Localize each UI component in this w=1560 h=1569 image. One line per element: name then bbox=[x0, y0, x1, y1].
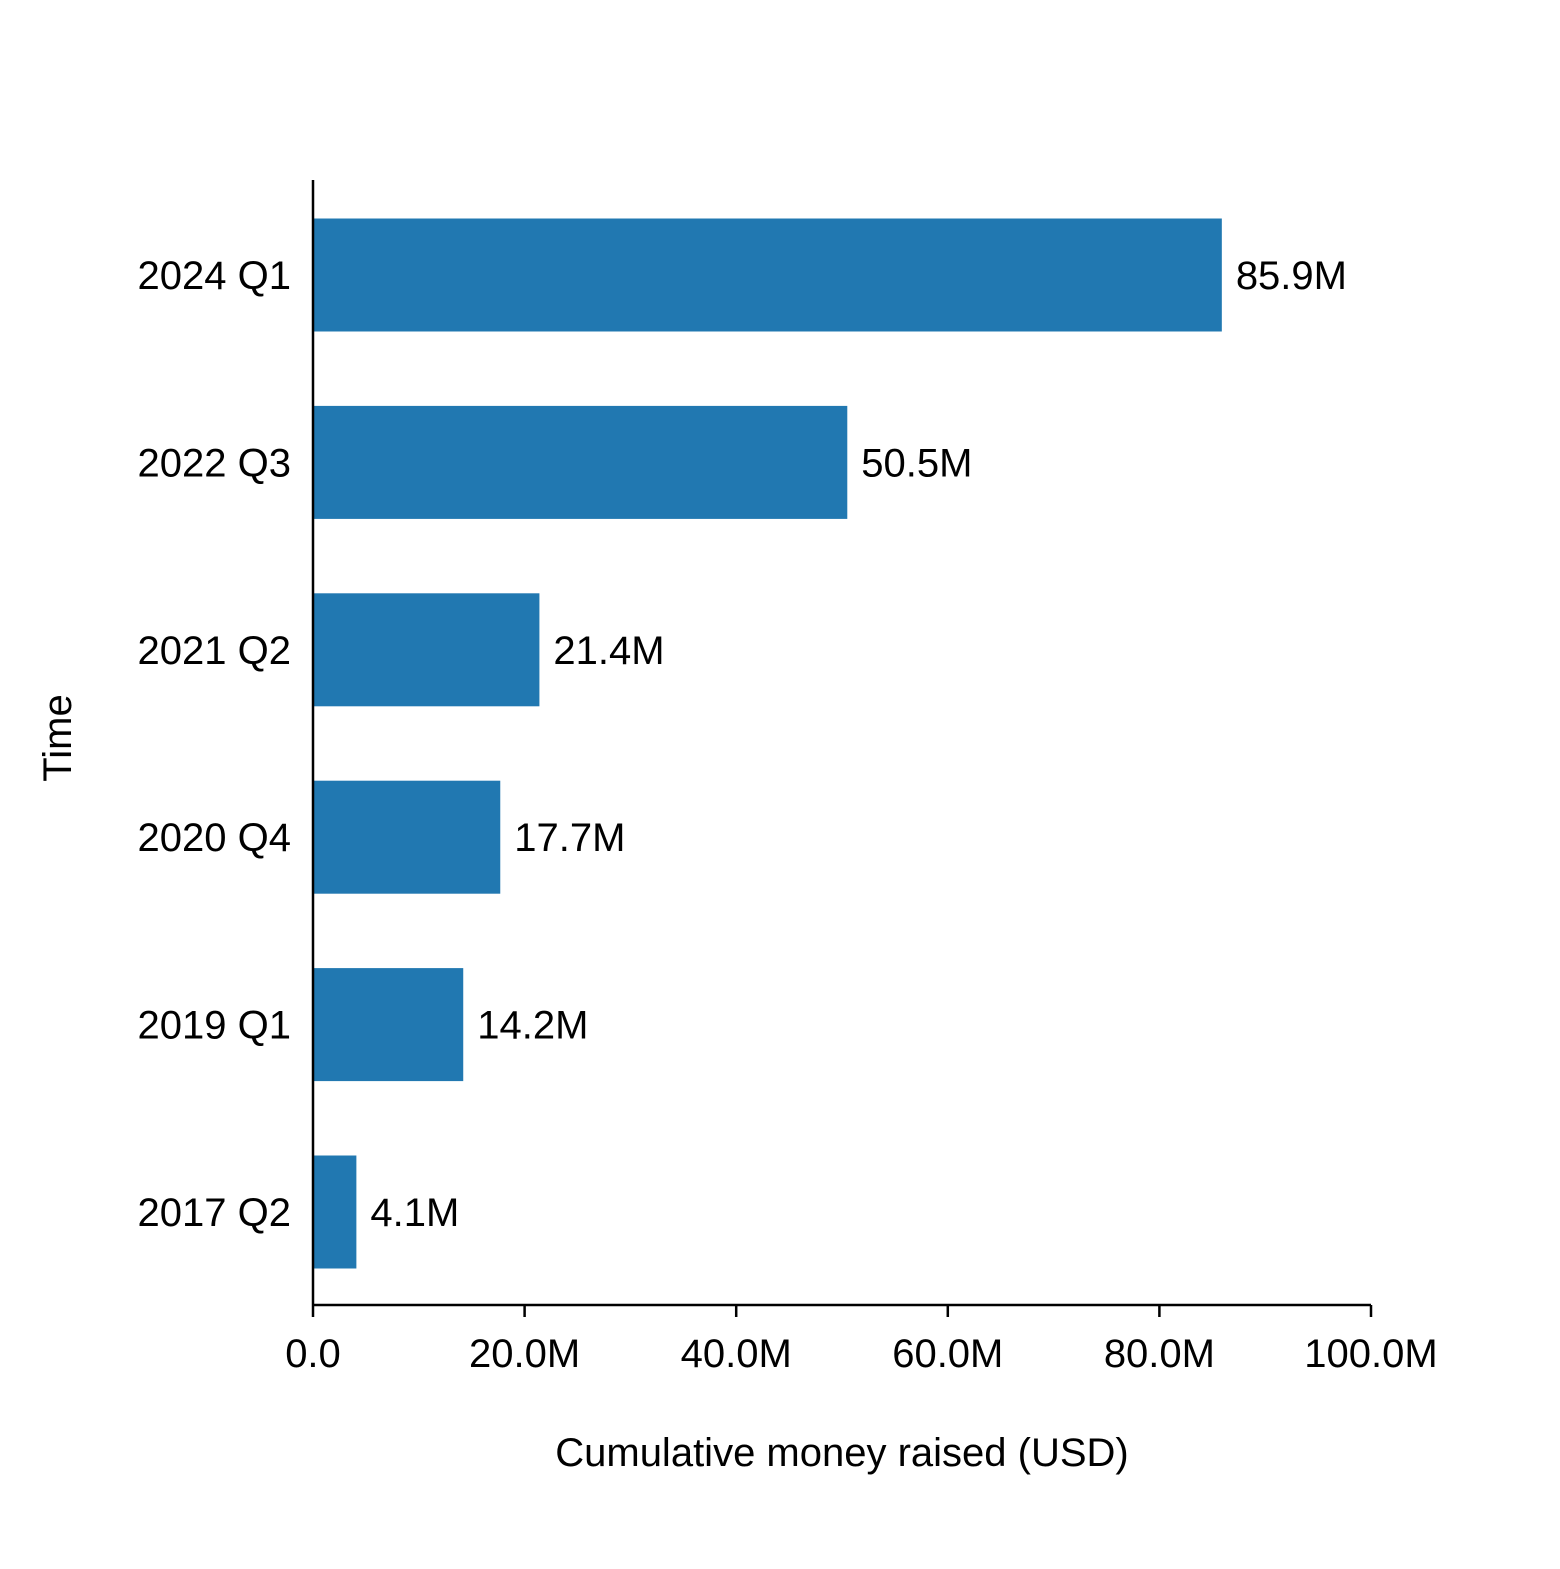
x-tick-label: 0.0 bbox=[285, 1332, 341, 1376]
bar-2017-q2 bbox=[313, 1155, 357, 1269]
bar-2019-q1 bbox=[313, 968, 464, 1082]
y-tick-label-2021-q2: 2021 Q2 bbox=[138, 629, 291, 673]
x-axis-label: Cumulative money raised (USD) bbox=[555, 1431, 1129, 1475]
data-label-2022-q3: 50.5M bbox=[861, 441, 972, 485]
data-label-2017-q2: 4.1M bbox=[370, 1191, 459, 1235]
y-tick-labels: 2024 Q1 2022 Q3 2021 Q2 2020 Q4 2019 Q1 2017 … bbox=[138, 254, 291, 1235]
y-tick-label-2022-q3: 2022 Q3 bbox=[138, 441, 291, 485]
x-tick-label: 20.0M bbox=[469, 1332, 580, 1376]
bar-2024-q1 bbox=[313, 218, 1222, 332]
x-ticks: 0.0 20.0M 40.0M 60.0M 80.0M 100.0M bbox=[285, 1305, 1438, 1376]
x-tick-label: 60.0M bbox=[892, 1332, 1003, 1376]
bar-2020-q4 bbox=[313, 780, 501, 894]
bar-2021-q2 bbox=[313, 593, 540, 707]
data-label-2020-q4: 17.7M bbox=[514, 816, 625, 860]
bars-layer bbox=[313, 218, 1222, 1269]
y-tick-label-2020-q4: 2020 Q4 bbox=[138, 816, 291, 860]
y-axis-label: Time bbox=[36, 694, 80, 781]
x-tick-label: 40.0M bbox=[681, 1332, 792, 1376]
y-tick-label-2024-q1: 2024 Q1 bbox=[138, 254, 291, 298]
data-label-2024-q1: 85.9M bbox=[1236, 254, 1347, 298]
bar-2022-q3 bbox=[313, 405, 848, 519]
x-tick-label: 100.0M bbox=[1304, 1332, 1437, 1376]
value-labels-layer: 85.9M 50.5M 21.4M 17.7M 14.2M 4.1M bbox=[370, 254, 1347, 1235]
data-label-2019-q1: 14.2M bbox=[477, 1004, 588, 1048]
data-label-2021-q2: 21.4M bbox=[553, 629, 664, 673]
x-tick-label: 80.0M bbox=[1104, 1332, 1215, 1376]
y-tick-label-2019-q1: 2019 Q1 bbox=[138, 1004, 291, 1048]
y-tick-label-2017-q2: 2017 Q2 bbox=[138, 1191, 291, 1235]
